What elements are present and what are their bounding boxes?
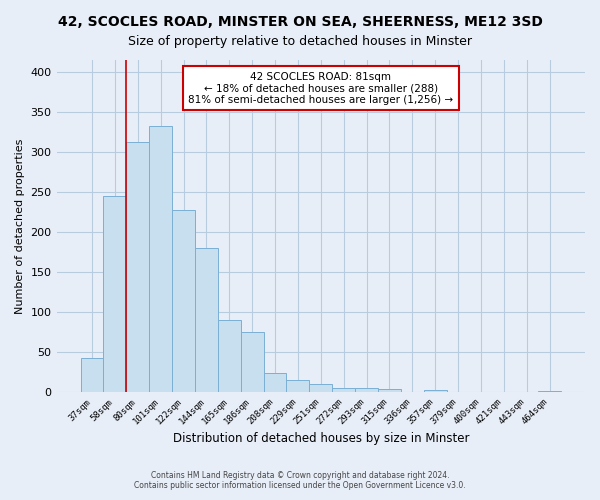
Bar xyxy=(103,196,127,392)
Y-axis label: Number of detached properties: Number of detached properties xyxy=(15,138,25,314)
Bar xyxy=(172,210,195,392)
Bar xyxy=(332,388,355,392)
X-axis label: Distribution of detached houses by size in Minster: Distribution of detached houses by size … xyxy=(173,432,469,445)
Bar xyxy=(241,332,263,392)
Bar xyxy=(424,390,446,392)
Text: 42 SCOCLES ROAD: 81sqm
← 18% of detached houses are smaller (288)
81% of semi-de: 42 SCOCLES ROAD: 81sqm ← 18% of detached… xyxy=(188,72,454,105)
Bar xyxy=(286,380,310,392)
Bar xyxy=(538,391,561,392)
Text: Size of property relative to detached houses in Minster: Size of property relative to detached ho… xyxy=(128,35,472,48)
Bar xyxy=(263,373,286,392)
Bar xyxy=(127,142,149,392)
Text: 42, SCOCLES ROAD, MINSTER ON SEA, SHEERNESS, ME12 3SD: 42, SCOCLES ROAD, MINSTER ON SEA, SHEERN… xyxy=(58,15,542,29)
Bar xyxy=(355,388,378,392)
Bar xyxy=(218,320,241,392)
Text: Contains HM Land Registry data © Crown copyright and database right 2024.
Contai: Contains HM Land Registry data © Crown c… xyxy=(134,470,466,490)
Bar xyxy=(195,248,218,392)
Bar xyxy=(80,358,103,392)
Bar xyxy=(149,126,172,392)
Bar xyxy=(378,389,401,392)
Bar xyxy=(310,384,332,392)
